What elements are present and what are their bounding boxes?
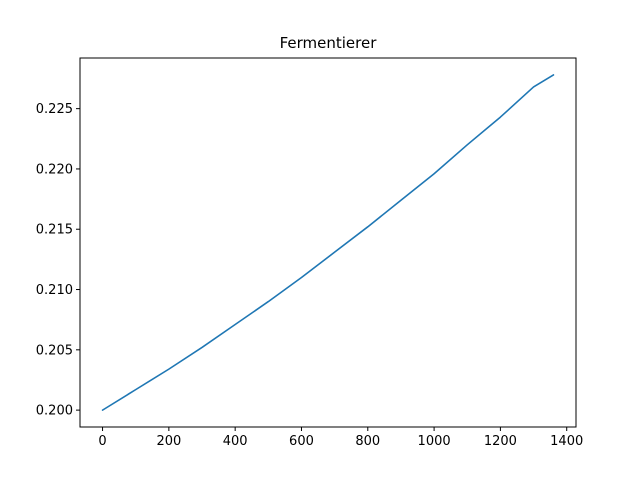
y-tick-label: 0.200: [36, 404, 73, 419]
y-tick-label: 0.215: [36, 223, 73, 238]
y-tick-label: 0.210: [36, 283, 73, 298]
x-tick-label: 1400: [550, 434, 583, 449]
plot-area-frame: [79, 57, 577, 428]
x-tick-label: 600: [289, 434, 314, 449]
x-tick-label: 800: [355, 434, 380, 449]
series-layer: [101, 74, 555, 411]
y-tick-label: 0.225: [36, 102, 73, 117]
x-tick-label: 1000: [418, 434, 451, 449]
x-tick-label: 200: [156, 434, 181, 449]
x-tick-label: 400: [223, 434, 248, 449]
x-tick-label: 1200: [484, 434, 517, 449]
series-line: [101, 74, 555, 411]
x-tick-label: 0: [98, 434, 106, 449]
y-tick-label: 0.220: [36, 162, 73, 177]
y-axis: 0.200 0.205 0.210 0.215 0.220 0.225: [36, 102, 80, 419]
y-tick-label: 0.205: [36, 343, 73, 358]
chart-title: Fermentierer: [280, 34, 378, 52]
x-axis: 0 200 400 600 800 1000 1200 1400: [98, 427, 583, 449]
